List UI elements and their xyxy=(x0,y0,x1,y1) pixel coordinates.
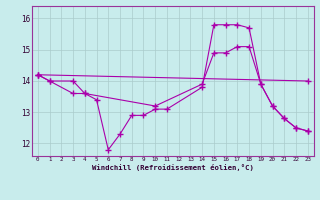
X-axis label: Windchill (Refroidissement éolien,°C): Windchill (Refroidissement éolien,°C) xyxy=(92,164,254,171)
